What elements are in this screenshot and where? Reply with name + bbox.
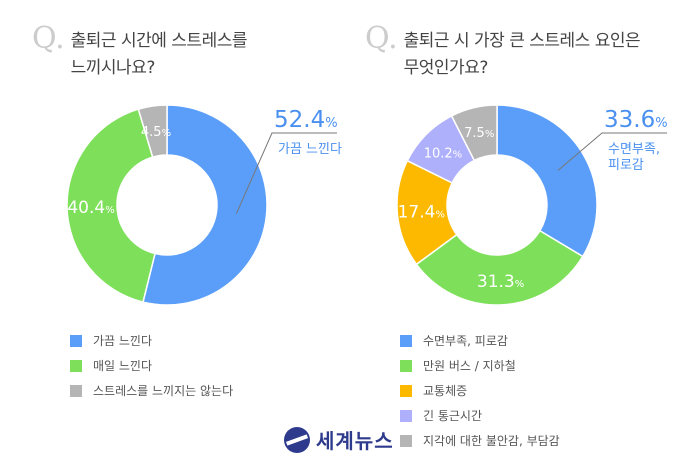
logo-text: 세계뉴스 <box>316 429 394 453</box>
legend-item: 지각에 대한 불안감, 부담감 <box>400 428 560 453</box>
legend-label: 수면부족, 피로감 <box>423 334 508 348</box>
q-mark: Q. <box>365 21 398 56</box>
legend-item: 가끔 느낀다 <box>70 328 233 353</box>
donut-slice <box>137 104 168 159</box>
question-2-line1: 출퇴근 시 가장 큰 스트레스 요인은 <box>403 31 641 51</box>
legend-swatch <box>400 359 412 372</box>
donut-slice <box>66 108 156 303</box>
legend-label: 가끔 느낀다 <box>93 334 153 348</box>
donut-slice <box>496 104 598 258</box>
legend-swatch <box>70 384 82 397</box>
data-label: 7.5% <box>464 126 494 141</box>
callout-label: 수면부족, <box>608 142 660 157</box>
callout-line <box>557 132 667 171</box>
data-label: 31.3% <box>477 272 524 292</box>
legend-label: 긴 통근시간 <box>423 409 483 423</box>
callout-line <box>236 132 337 214</box>
legend-label: 교통체증 <box>423 384 468 398</box>
data-label: 17.4% <box>398 203 445 223</box>
data-label: 40.4% <box>67 198 114 218</box>
logo: 세계뉴스 <box>284 425 394 454</box>
callout-label: 가끔 느낀다 <box>278 142 342 157</box>
legend-item: 수면부족, 피로감 <box>400 328 560 353</box>
donut-slice <box>142 104 268 306</box>
legend-swatch <box>400 384 412 397</box>
legend-label: 만원 버스 / 지하철 <box>423 359 516 373</box>
donut-slice <box>415 229 584 306</box>
legend-item: 스트레스를 느끼지는 않는다 <box>70 378 233 403</box>
callout-value: 33.6% <box>604 107 668 133</box>
legend-item: 매일 느낀다 <box>70 353 233 378</box>
question-1-line2: 느끼시나요? <box>70 58 156 78</box>
donut-slice <box>450 104 498 162</box>
question-2-line2: 무엇인가요? <box>403 58 489 78</box>
legend-swatch <box>400 434 412 447</box>
data-label: 10.2% <box>424 147 462 162</box>
legend-swatch <box>70 359 82 372</box>
question-1-line1: 출퇴근 시간에 스트레스를 <box>70 31 248 51</box>
data-label: 4.5% <box>141 125 171 140</box>
legend-item: 만원 버스 / 지하철 <box>400 353 560 378</box>
q-mark: Q. <box>32 21 65 56</box>
globe-icon <box>284 426 310 453</box>
legend-label: 스트레스를 느끼지는 않는다 <box>93 384 234 398</box>
legend-item: 교통체증 <box>400 378 560 403</box>
callout-label: 피로감 <box>608 158 644 173</box>
legend-swatch <box>400 409 412 422</box>
legend-label: 매일 느낀다 <box>93 359 153 373</box>
legend-item: 긴 통근시간 <box>400 403 560 428</box>
legend-label: 지각에 대한 불안감, 부담감 <box>423 434 560 448</box>
legend-swatch <box>70 334 82 347</box>
callout-value: 52.4% <box>274 107 338 133</box>
legend-swatch <box>400 334 412 347</box>
